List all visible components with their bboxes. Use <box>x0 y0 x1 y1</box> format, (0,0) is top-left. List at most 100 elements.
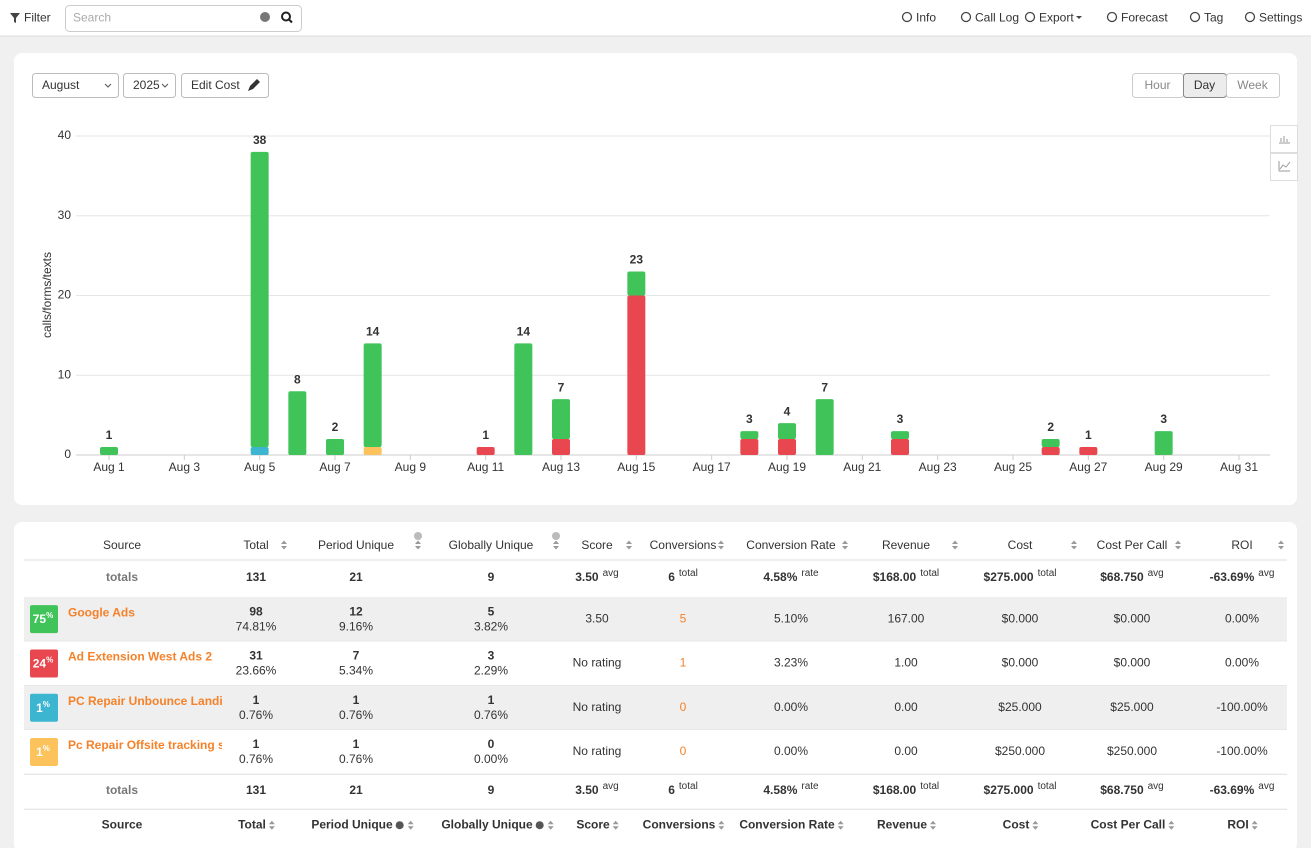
menu-item[interactable]: Export <box>1039 11 1074 25</box>
badge-unit: % <box>43 700 50 709</box>
filter-button[interactable]: Filter <box>24 11 51 25</box>
cell-value: 5 <box>488 604 495 618</box>
bar-segment <box>514 343 533 455</box>
line-chart-toggle[interactable] <box>1270 153 1298 181</box>
cell-value: 1 <box>353 737 360 751</box>
totals-note: avg <box>1148 781 1164 792</box>
sort-icon[interactable] <box>930 820 937 830</box>
totals-value: $275.000 <box>984 783 1034 797</box>
totals-value: 6 <box>668 570 675 584</box>
y-tick-label: 20 <box>58 288 72 302</box>
x-tick-label: Aug 31 <box>1220 460 1258 474</box>
cell-value: No rating <box>573 656 622 670</box>
column-footer: Conversions <box>643 817 716 831</box>
totals-note: rate <box>801 568 819 579</box>
column-footer: Cost <box>1003 817 1030 831</box>
bar-segment <box>288 391 307 455</box>
source-name[interactable]: Ad Extension West Ads 2 <box>68 650 212 664</box>
sort-icon[interactable] <box>1168 820 1175 830</box>
menu-item[interactable]: Info <box>916 11 936 25</box>
cell-value: 1 <box>253 737 260 751</box>
cell-value: 3 <box>488 649 495 663</box>
sort-icon[interactable] <box>718 820 725 830</box>
search-box[interactable] <box>65 5 302 32</box>
totals-value: 4.58% <box>763 783 797 797</box>
data-label: 2 <box>1047 420 1054 434</box>
column-footer: Conversion Rate <box>739 817 835 831</box>
table-row[interactable] <box>24 641 1287 686</box>
sort-icon[interactable] <box>612 820 619 830</box>
cell-percent: 0.00% <box>474 752 508 766</box>
totals-value: 9 <box>488 783 495 797</box>
column-footer: Globally Unique <box>441 817 533 831</box>
cell-value[interactable]: 0 <box>680 744 687 758</box>
totals-note: avg <box>1258 781 1274 792</box>
menu-item[interactable]: Call Log <box>975 11 1019 25</box>
sort-icon[interactable] <box>553 540 559 550</box>
cell-value[interactable]: 5 <box>680 611 687 625</box>
sort-icon[interactable] <box>837 820 844 830</box>
cell-percent: 9.16% <box>339 619 373 633</box>
totals-value: $275.000 <box>984 570 1034 584</box>
y-tick-label: 10 <box>58 367 72 381</box>
bar-segment <box>815 399 834 455</box>
bar-segment <box>891 431 909 440</box>
sort-icon[interactable] <box>626 540 632 550</box>
sort-icon[interactable] <box>842 540 848 550</box>
table-row[interactable] <box>24 685 1287 730</box>
sort-icon[interactable] <box>547 820 554 830</box>
sort-icon[interactable] <box>1175 540 1181 550</box>
menu-item[interactable]: Settings <box>1259 11 1302 25</box>
sort-icon[interactable] <box>281 540 287 550</box>
cell-percent: 2.29% <box>474 664 508 678</box>
totals-value: totals <box>106 783 138 797</box>
y-tick-label: 0 <box>64 447 71 461</box>
x-tick-label: Aug 5 <box>244 460 276 474</box>
sort-icon[interactable] <box>1251 820 1258 830</box>
x-tick-label: Aug 27 <box>1069 460 1107 474</box>
cell-value: -100.00% <box>1216 700 1268 714</box>
menu-item[interactable]: Tag <box>1204 11 1223 25</box>
sort-icon[interactable] <box>1032 820 1039 830</box>
caret <box>104 83 112 88</box>
menu-item[interactable]: Forecast <box>1121 11 1168 25</box>
sort-icon[interactable] <box>1071 540 1077 550</box>
sort-icon[interactable] <box>268 820 275 830</box>
clear-icon[interactable] <box>260 12 270 22</box>
edit-cost-button[interactable] <box>181 73 269 98</box>
search-placeholder: Search <box>73 11 111 25</box>
x-tick-label: Aug 9 <box>395 460 427 474</box>
table-row[interactable] <box>24 597 1287 642</box>
year-select[interactable] <box>123 73 176 98</box>
sort-icon[interactable] <box>718 540 724 550</box>
month-select[interactable] <box>32 73 119 98</box>
bar-segment <box>627 295 646 455</box>
cell-value: $0.000 <box>1114 656 1151 670</box>
table-row[interactable] <box>24 729 1287 775</box>
source-name[interactable]: Pc Repair Offsite tracking s <box>68 738 225 752</box>
totals-value: 4.58% <box>763 570 797 584</box>
column-footer: Source <box>102 817 143 831</box>
help-icon <box>535 821 544 830</box>
source-name[interactable]: Google Ads <box>68 605 135 619</box>
cell-value[interactable]: 1 <box>680 656 687 670</box>
sort-icon[interactable] <box>1278 540 1284 550</box>
granularity-button[interactable] <box>1226 73 1280 98</box>
sort-icon[interactable] <box>952 540 958 550</box>
cell-value[interactable]: 0 <box>680 700 687 714</box>
source-badge <box>30 693 58 722</box>
sort-icon[interactable] <box>407 820 414 830</box>
totals-value: $168.00 <box>873 783 917 797</box>
cell-value: 5.10% <box>774 611 808 625</box>
totals-cell: 6 total <box>668 568 698 585</box>
sort-icon[interactable] <box>415 540 421 550</box>
search-icon[interactable] <box>281 11 291 22</box>
totals-value: 131 <box>246 783 266 797</box>
cell-percent: 3.82% <box>474 619 508 633</box>
x-tick-label: Aug 15 <box>617 460 655 474</box>
source-name[interactable]: PC Repair Unbounce Landi <box>68 694 223 708</box>
totals-value: 3.50 <box>575 570 599 584</box>
data-label: 23 <box>630 253 644 267</box>
menu: Info Call Log Export Forecast Tag Settings <box>901 11 1302 25</box>
